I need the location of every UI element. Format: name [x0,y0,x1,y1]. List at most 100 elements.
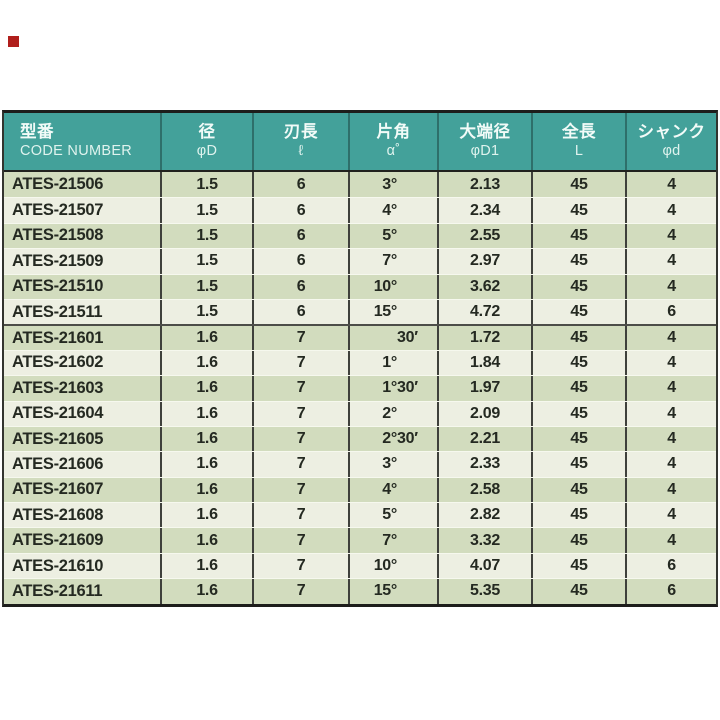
cell-diameter: 1.5 [162,223,254,249]
cell-flute-length: 6 [254,172,350,198]
header-label-jp: シャンク [637,123,706,142]
cell-shank-diameter: 4 [667,329,676,347]
cell-taper-angle: 7° [350,249,439,274]
angle-degrees: 1° [382,353,397,371]
cell-code-number: ATES-21606 [4,452,162,477]
cell-large-end-diameter: 2.58 [439,477,533,503]
cell-overall-length: 45 [533,579,627,604]
cell-taper-angle: 1° [350,350,439,376]
cell-taper-angle: 4° [350,198,439,223]
cell-shank-diameter: 4 [667,201,676,219]
cell-flute-length: 7 [254,477,350,503]
cell-overall-length: 45 [533,198,627,223]
cell-taper-angle: 4° [350,477,439,503]
header-label-jp: 刃長 [284,123,318,142]
cell-diameter: 1.5 [162,249,254,274]
header-label-symbol: CODE NUMBER [20,143,133,160]
angle-degrees: 7° [382,531,397,549]
cell-shank-diameter: 4 [667,252,676,270]
cell-code-number: ATES-21609 [4,528,162,553]
cell-diameter: 1.6 [162,477,254,503]
header-cell-code: 型番 CODE NUMBER [4,113,162,170]
cell-large-end-diameter: 2.09 [439,401,533,426]
cell-flute-length: 6 [254,198,350,223]
cell-flute-length: 7 [254,503,350,528]
header-label-jp: 全長 [562,123,596,142]
table-row: ATES-21606 1.6 7 3° 2.33 45 4 [4,451,716,477]
table-row: ATES-21608 1.6 7 5° 2.82 45 4 [4,502,716,528]
cell-code-number: ATES-21508 [4,223,162,249]
cell-flute-length: 7 [254,452,350,477]
header-label-symbol: φD1 [470,143,500,160]
cell-code-number: ATES-21608 [4,503,162,528]
cell-flute-length: 7 [254,401,350,426]
cell-shank-diameter: 4 [667,531,676,549]
cell-code-number: ATES-21510 [4,274,162,299]
cell-code-number: ATES-21603 [4,376,162,401]
cell-shank-diameter: 4 [667,353,676,371]
header-label-symbol: α˚ [386,143,401,160]
cell-large-end-diameter: 4.07 [439,553,533,579]
angle-degrees: 7° [382,252,397,270]
cell-taper-angle: 10° [350,553,439,579]
cell-overall-length: 45 [533,503,627,528]
cell-taper-angle: 7° [350,528,439,553]
cell-code-number: ATES-21604 [4,401,162,426]
cell-taper-angle: 5° [350,503,439,528]
table-row: ATES-21610 1.6 7 10° 4.07 45 6 [4,552,716,579]
angle-degrees: 10° [373,277,398,295]
table-row: ATES-21602 1.6 7 1° 1.84 45 4 [4,349,716,376]
cell-flute-length: 7 [254,528,350,553]
cell-large-end-diameter: 1.84 [439,350,533,376]
cell-overall-length: 45 [533,299,627,325]
cell-diameter: 1.6 [162,528,254,553]
angle-degrees: 5° [382,226,397,244]
cell-taper-angle: 10° [350,274,439,299]
header-cell-shank: シャンク φd [627,113,716,170]
header-cell-len: 全長 L [533,113,627,170]
cell-overall-length: 45 [533,376,627,401]
table-row: ATES-21605 1.6 7 2° 30′ 2.21 45 4 [4,425,716,452]
cell-taper-angle: 3° [350,172,439,198]
cell-shank-diameter: 4 [667,277,676,295]
cell-code-number: ATES-21610 [4,553,162,579]
angle-minutes: 30′ [397,430,418,448]
cell-large-end-diameter: 5.35 [439,579,533,604]
cell-code-number: ATES-21507 [4,198,162,223]
cell-overall-length: 45 [533,401,627,426]
cell-shank-diameter: 4 [667,480,676,498]
angle-degrees: 10° [373,557,398,575]
cell-overall-length: 45 [533,172,627,198]
cell-large-end-diameter: 1.97 [439,376,533,401]
table-header: 型番 CODE NUMBER 径 φD 刃長 ℓ 片角 α˚ 大端径 φD1 全長 L シャンク φd [4,113,716,172]
table-row: ATES-21509 1.5 6 7° 2.97 45 4 [4,248,716,274]
cell-flute-length: 7 [254,326,350,350]
table-row: ATES-21507 1.5 6 4° 2.34 45 4 [4,197,716,223]
header-cell-flute: 刃長 ℓ [254,113,350,170]
cell-diameter: 1.6 [162,452,254,477]
cell-overall-length: 45 [533,274,627,299]
table-row: ATES-21601 1.6 7 30′ 1.72 45 4 [4,324,716,350]
angle-degrees: 3° [382,175,397,193]
cell-diameter: 1.6 [162,350,254,376]
cell-overall-length: 45 [533,426,627,452]
header-cell-d: 径 φD [162,113,254,170]
table-row: ATES-21609 1.6 7 7° 3.32 45 4 [4,527,716,553]
cell-diameter: 1.6 [162,326,254,350]
angle-degrees: 4° [382,480,397,498]
cell-flute-length: 6 [254,299,350,325]
cell-taper-angle: 1° 30′ [350,376,439,401]
cell-overall-length: 45 [533,223,627,249]
cell-shank-diameter: 4 [667,506,676,524]
angle-degrees: 2° [382,404,397,422]
cell-overall-length: 45 [533,249,627,274]
cell-taper-angle: 2° [350,401,439,426]
cell-overall-length: 45 [533,477,627,503]
cell-large-end-diameter: 2.13 [439,172,533,198]
cell-flute-length: 7 [254,426,350,452]
cell-flute-length: 7 [254,376,350,401]
cell-flute-length: 7 [254,350,350,376]
header-cell-angle: 片角 α˚ [350,113,439,170]
cell-large-end-diameter: 1.72 [439,326,533,350]
cell-taper-angle: 2° 30′ [350,426,439,452]
